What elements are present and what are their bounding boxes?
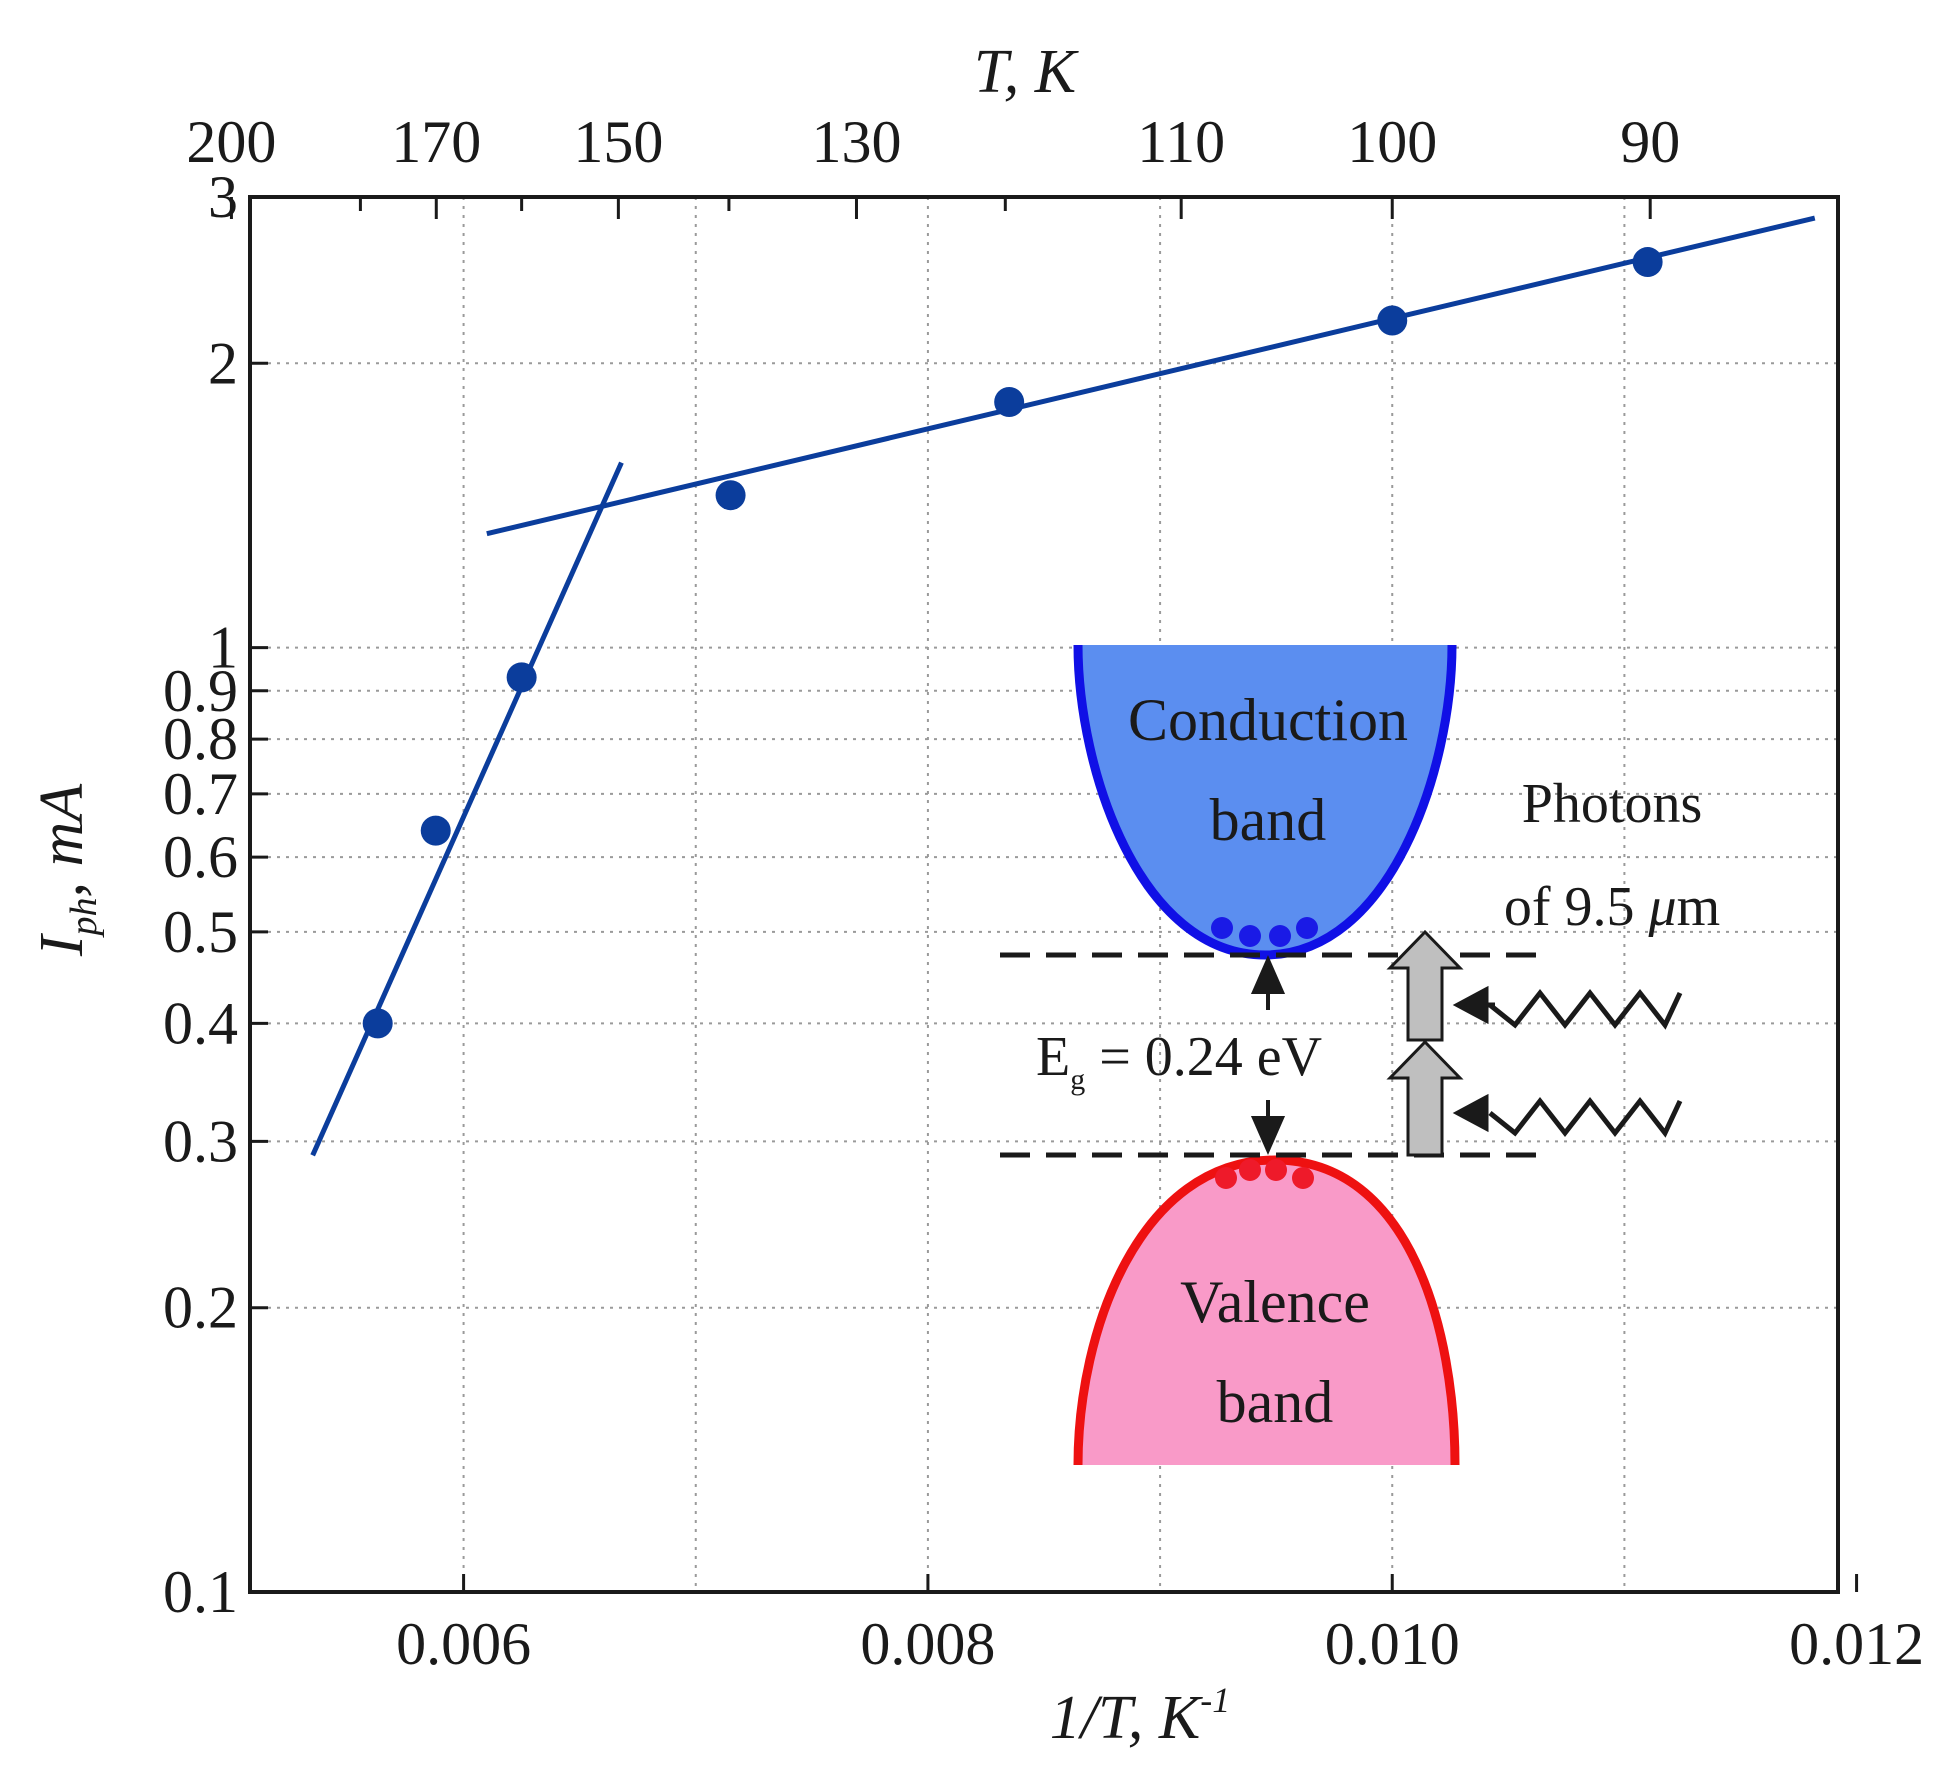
y-tick-label: 1 [208, 615, 238, 681]
fit-lines [310, 215, 1816, 1157]
top-tick-label: 90 [1620, 109, 1680, 175]
gap-arrow-up-icon [1250, 955, 1286, 994]
electron-dot [1269, 925, 1291, 947]
holes [1215, 1159, 1314, 1189]
top-tick-label: 150 [573, 109, 663, 175]
y-axis-title: Iph, mA [28, 783, 105, 957]
photon-transition-arrow-lower [1386, 1039, 1464, 1157]
y-tick-label: 0.6 [163, 824, 238, 890]
electron-dot [1296, 917, 1318, 939]
data-point [1632, 247, 1663, 278]
fit-line [310, 461, 624, 1157]
y-tick-label: 0.7 [163, 761, 238, 827]
top-tick-label: 110 [1137, 109, 1225, 175]
data-point [362, 1008, 393, 1039]
top-tick-label: 170 [391, 109, 481, 175]
photon-arrowhead-upper [1452, 985, 1489, 1025]
conduction-band-label-line2: band [1210, 787, 1327, 853]
photons-label-line2: of 9.5 μm [1504, 876, 1720, 938]
y-tick-label: 0.5 [163, 899, 238, 965]
top-axis-title: T, K [974, 38, 1080, 106]
top-tick-label: 100 [1347, 109, 1437, 175]
y-tick-label: 0.4 [163, 990, 238, 1056]
valence-band-fill [1078, 1160, 1455, 1465]
x-tick-label: 0.006 [396, 1611, 531, 1677]
photon-arrowhead-lower [1452, 1093, 1489, 1133]
hole-dot [1239, 1159, 1261, 1181]
x-tick-label: 0.010 [1325, 1611, 1460, 1677]
photon-wave-lower [1488, 1096, 1683, 1138]
x-tick-label: 0.012 [1789, 1611, 1924, 1677]
conduction-band-fill [1075, 645, 1455, 955]
data-point [506, 662, 537, 693]
valence-band-label-line1: Valence [1180, 1269, 1370, 1335]
photon-transition-arrow-upper [1386, 929, 1464, 1042]
y-tick-label: 0.8 [163, 706, 238, 772]
hole-dot [1265, 1159, 1287, 1181]
hole-dot [1292, 1167, 1314, 1189]
data-point [715, 480, 746, 511]
y-tick-label: 2 [208, 330, 238, 396]
valence-band-label-line2: band [1217, 1369, 1334, 1435]
data-point [1377, 305, 1408, 336]
hole-dot [1215, 1167, 1237, 1189]
electron-dot [1239, 925, 1261, 947]
y-tick-label: 3 [208, 164, 238, 230]
conduction-band-edge [1073, 644, 1457, 960]
photons-label-line1: Photons [1522, 773, 1703, 835]
y-tick-label: 0.1 [163, 1559, 238, 1625]
plot-frame [248, 195, 1840, 1594]
data-point [994, 386, 1025, 417]
conduction-band-label-line1: Conduction [1128, 687, 1408, 753]
data-points [362, 247, 1663, 1039]
x-axis-title: 1/T, K-1 [1050, 1680, 1230, 1752]
electrons [1211, 917, 1318, 947]
gap-arrow-down-icon [1250, 1116, 1286, 1155]
fit-line [486, 215, 1816, 537]
electron-dot [1211, 917, 1233, 939]
top-tick-label: 130 [811, 109, 901, 175]
x-tick-label: 0.008 [860, 1611, 995, 1677]
band-gap-arrows [1250, 955, 1286, 1155]
band-gap-label: Eg = 0.24 eV [1036, 1026, 1322, 1096]
data-point [420, 815, 451, 846]
axes: 0.006 0.008 0.010 0.0120.10.20.30.40.50.60.… [163, 109, 1924, 1677]
photon-wave-upper [1488, 988, 1683, 1030]
top-tick-label: 200 [186, 109, 276, 175]
band-diagram-inset: Conduction band Valence band [1000, 644, 1720, 1466]
y-tick-label: 0.3 [163, 1108, 238, 1174]
incoming-photons [1452, 985, 1683, 1138]
y-tick-label: 0.9 [163, 658, 238, 724]
y-tick-label: 0.2 [163, 1275, 238, 1341]
